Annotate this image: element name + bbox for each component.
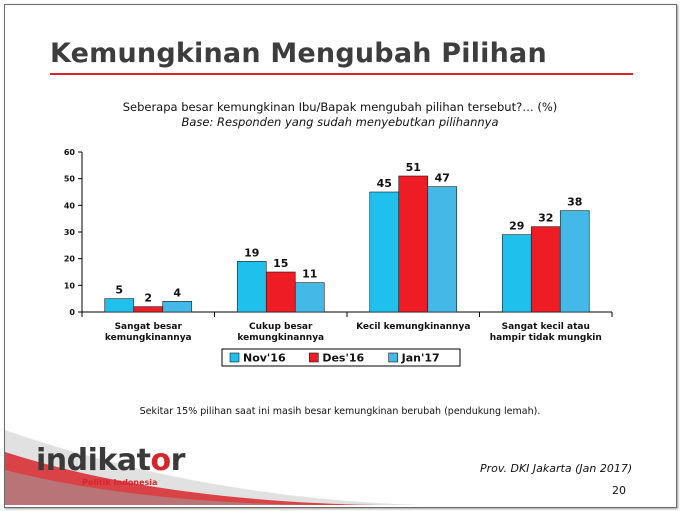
bar — [294, 282, 325, 313]
title-underline — [50, 73, 633, 75]
source-note: Prov. DKI Jakarta (Jan 2017) — [480, 462, 633, 475]
data-label: 38 — [567, 196, 582, 209]
x-category-label: Cukup besar — [249, 322, 313, 332]
x-category-label: Kecil kemungkinannya — [356, 322, 470, 332]
data-label: 32 — [538, 212, 553, 225]
data-label: 11 — [302, 268, 317, 281]
legend-label: Nov'16 — [243, 352, 286, 365]
y-tick-label: 30 — [64, 228, 76, 237]
legend-swatch — [229, 352, 240, 363]
x-category-label: Sangat kecil atau — [502, 322, 590, 332]
bar — [559, 210, 590, 313]
data-label: 29 — [509, 220, 524, 233]
y-tick-label: 20 — [64, 255, 76, 264]
logo-subtitle: Politik Indonesia — [82, 478, 158, 487]
bar — [236, 261, 267, 313]
x-category-label: kemungkinannya — [237, 333, 324, 343]
x-category-label: hampir tidak mungkin — [490, 333, 602, 343]
legend-label: Jan'17 — [401, 352, 440, 365]
bar — [133, 306, 164, 313]
data-label: 47 — [435, 172, 450, 185]
data-label: 15 — [273, 257, 288, 270]
legend-swatch — [388, 352, 398, 363]
data-label: 4 — [173, 286, 181, 299]
data-label: 2 — [144, 292, 152, 305]
y-tick-label: 40 — [64, 201, 76, 210]
slide-title: Kemungkinan Mengubah Pilihan — [50, 38, 547, 69]
y-tick-label: 60 — [64, 148, 76, 157]
logo-text-o: o — [150, 443, 171, 478]
chart-note: Sekitar 15% pilihan saat ini masih besar… — [139, 406, 541, 417]
bar — [265, 271, 296, 313]
y-tick-label: 0 — [69, 308, 75, 317]
survey-question: Seberapa besar kemungkinan Ibu/Bapak men… — [122, 100, 558, 114]
bar — [369, 191, 400, 313]
bar — [501, 234, 532, 313]
data-label: 45 — [377, 177, 392, 190]
x-category-label: kemungkinannya — [105, 333, 192, 343]
page-number: 20 — [612, 484, 626, 497]
bar — [398, 175, 429, 313]
bar — [427, 186, 458, 313]
x-category-label: Sangat besar — [115, 322, 183, 332]
data-label: 51 — [406, 161, 421, 174]
legend-label: Des'16 — [322, 352, 364, 365]
logo-text-start: indikat — [36, 443, 151, 478]
y-tick-label: 50 — [64, 175, 76, 184]
bar — [530, 226, 561, 313]
indikator-logo: indikator Politik Indonesia — [36, 443, 186, 488]
legend-swatch — [309, 352, 319, 363]
logo-text-end: r — [170, 443, 186, 478]
data-label: 5 — [115, 284, 123, 297]
data-label: 19 — [244, 246, 259, 259]
legend-box — [221, 348, 461, 367]
bar — [162, 301, 193, 313]
bar — [104, 298, 135, 313]
y-tick-label: 10 — [64, 281, 76, 290]
survey-base: Base: Responden yang sudah menyebutkan p… — [181, 115, 499, 129]
